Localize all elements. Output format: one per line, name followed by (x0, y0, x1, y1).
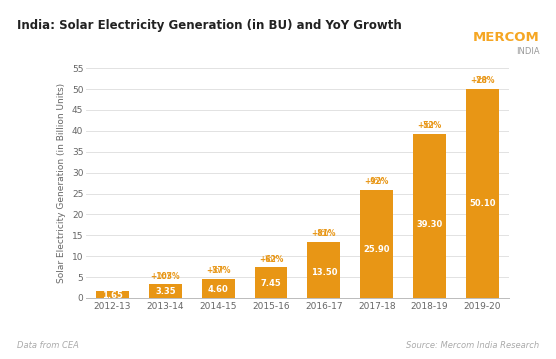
Text: India: Solar Electricity Generation (in BU) and YoY Growth: India: Solar Electricity Generation (in … (17, 19, 401, 32)
Text: MERCOM: MERCOM (473, 31, 539, 43)
Text: 13.50: 13.50 (311, 268, 337, 277)
Text: YoY: YoY (423, 111, 436, 130)
Text: YoY: YoY (212, 256, 225, 275)
Text: Data from CEA: Data from CEA (17, 341, 78, 350)
Text: 3.35: 3.35 (155, 287, 176, 296)
Text: 39.30: 39.30 (416, 220, 443, 229)
Text: 25.90: 25.90 (364, 245, 390, 254)
Bar (413, 134, 446, 298)
Text: INDIA: INDIA (516, 47, 539, 56)
Text: Source: Mercom India Research: Source: Mercom India Research (406, 341, 539, 350)
Bar (202, 279, 235, 298)
Text: +81%: +81% (311, 229, 336, 238)
Text: +52%: +52% (418, 121, 441, 130)
Text: 7.45: 7.45 (261, 279, 281, 289)
Text: YoY: YoY (317, 219, 330, 238)
Text: YoY: YoY (265, 244, 277, 264)
Bar (466, 89, 499, 298)
Text: YoY: YoY (370, 167, 383, 186)
Text: 4.60: 4.60 (208, 285, 229, 294)
Text: +92%: +92% (365, 177, 389, 186)
Y-axis label: Solar Electricity Generation (in Billion Units): Solar Electricity Generation (in Billion… (57, 83, 66, 283)
Bar (360, 190, 393, 298)
Bar (149, 284, 182, 298)
Bar (96, 291, 129, 298)
Bar (255, 267, 287, 298)
Text: +62%: +62% (259, 255, 283, 264)
Text: 1.65: 1.65 (102, 292, 123, 300)
Text: 50.10: 50.10 (469, 199, 495, 208)
Text: YoY: YoY (476, 66, 489, 85)
Bar (307, 242, 340, 298)
Text: +28%: +28% (470, 76, 495, 85)
Text: +103%: +103% (151, 272, 180, 281)
Text: +37%: +37% (206, 266, 231, 275)
Text: YoY: YoY (159, 261, 172, 281)
